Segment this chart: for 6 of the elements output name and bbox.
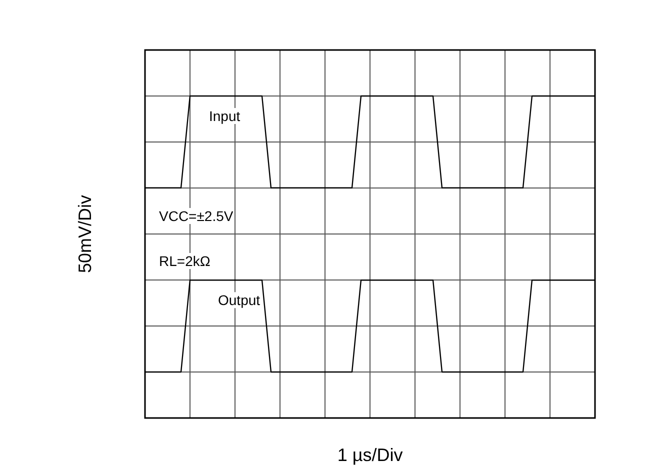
annotation: VCC=±2.5V: [159, 208, 234, 224]
series-label: Input: [209, 108, 240, 124]
annotation: RL=2kΩ: [159, 253, 210, 269]
x-axis-title: 1 µs/Div: [337, 445, 403, 465]
series-label: Output: [218, 292, 260, 308]
y-axis-title: 50mV/Div: [75, 194, 95, 274]
